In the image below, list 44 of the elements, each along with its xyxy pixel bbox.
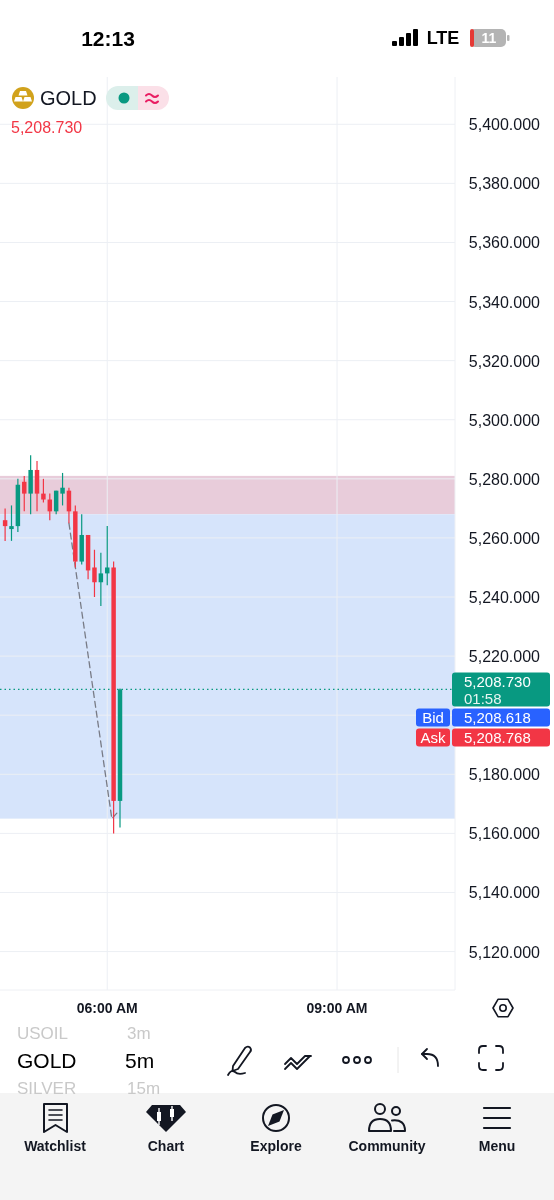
text: LTE bbox=[426, 28, 460, 48]
text: Watchlist bbox=[24, 1138, 87, 1154]
y-tick-label: 5,180.000 bbox=[468, 765, 541, 783]
candlestick bbox=[105, 525, 110, 586]
text: 5m bbox=[125, 1048, 155, 1072]
text: 5,208.730 bbox=[11, 118, 83, 136]
y-tick-label: 5,300.000 bbox=[468, 411, 541, 429]
y-tick-label: 5,140.000 bbox=[468, 884, 541, 901]
text: 12:13 bbox=[81, 26, 135, 50]
candlestick bbox=[22, 475, 27, 512]
text: 11 bbox=[481, 30, 497, 46]
annotation: Bid bbox=[422, 708, 444, 726]
y-tick-label: 5,380.000 bbox=[468, 174, 541, 192]
text: 5,208.618 bbox=[464, 708, 531, 726]
candlestick bbox=[41, 478, 46, 504]
candlestick bbox=[98, 552, 104, 607]
text: 5,208.768 bbox=[464, 728, 531, 746]
candlestick bbox=[34, 460, 40, 512]
y-tick-label: 5,260.000 bbox=[468, 529, 541, 547]
text: Community bbox=[348, 1138, 426, 1154]
x-tick-label: 09:00 AM bbox=[306, 1000, 368, 1016]
y-tick-label: 5,360.000 bbox=[468, 233, 541, 251]
y-tick-label: 5,240.000 bbox=[468, 588, 541, 606]
y-tick-label: 5,160.000 bbox=[468, 824, 541, 842]
y-tick-label: 5,320.000 bbox=[468, 352, 541, 370]
y-tick-label: 5,340.000 bbox=[468, 293, 541, 311]
candlestick bbox=[92, 549, 97, 598]
x-tick-label: 06:00 AM bbox=[76, 1000, 138, 1016]
y-tick-label: 5,220.000 bbox=[468, 647, 541, 665]
text: Explore bbox=[250, 1138, 302, 1154]
y-tick-label: 5,280.000 bbox=[468, 470, 541, 488]
text: Menu bbox=[478, 1138, 516, 1154]
candlestick bbox=[28, 454, 33, 515]
text: GOLD bbox=[17, 1048, 77, 1072]
candlestick bbox=[9, 504, 14, 542]
text: GOLD bbox=[40, 87, 97, 109]
candlestick bbox=[60, 472, 65, 507]
annotation: Ask bbox=[420, 728, 446, 746]
text: Chart bbox=[147, 1138, 185, 1154]
y-tick-label: 5,400.000 bbox=[468, 115, 541, 133]
ref-line-label: 5,208.730 bbox=[464, 672, 531, 690]
text: 01:58 bbox=[464, 689, 502, 707]
y-tick-label: 5,120.000 bbox=[468, 943, 541, 961]
candlestick bbox=[2, 507, 8, 542]
